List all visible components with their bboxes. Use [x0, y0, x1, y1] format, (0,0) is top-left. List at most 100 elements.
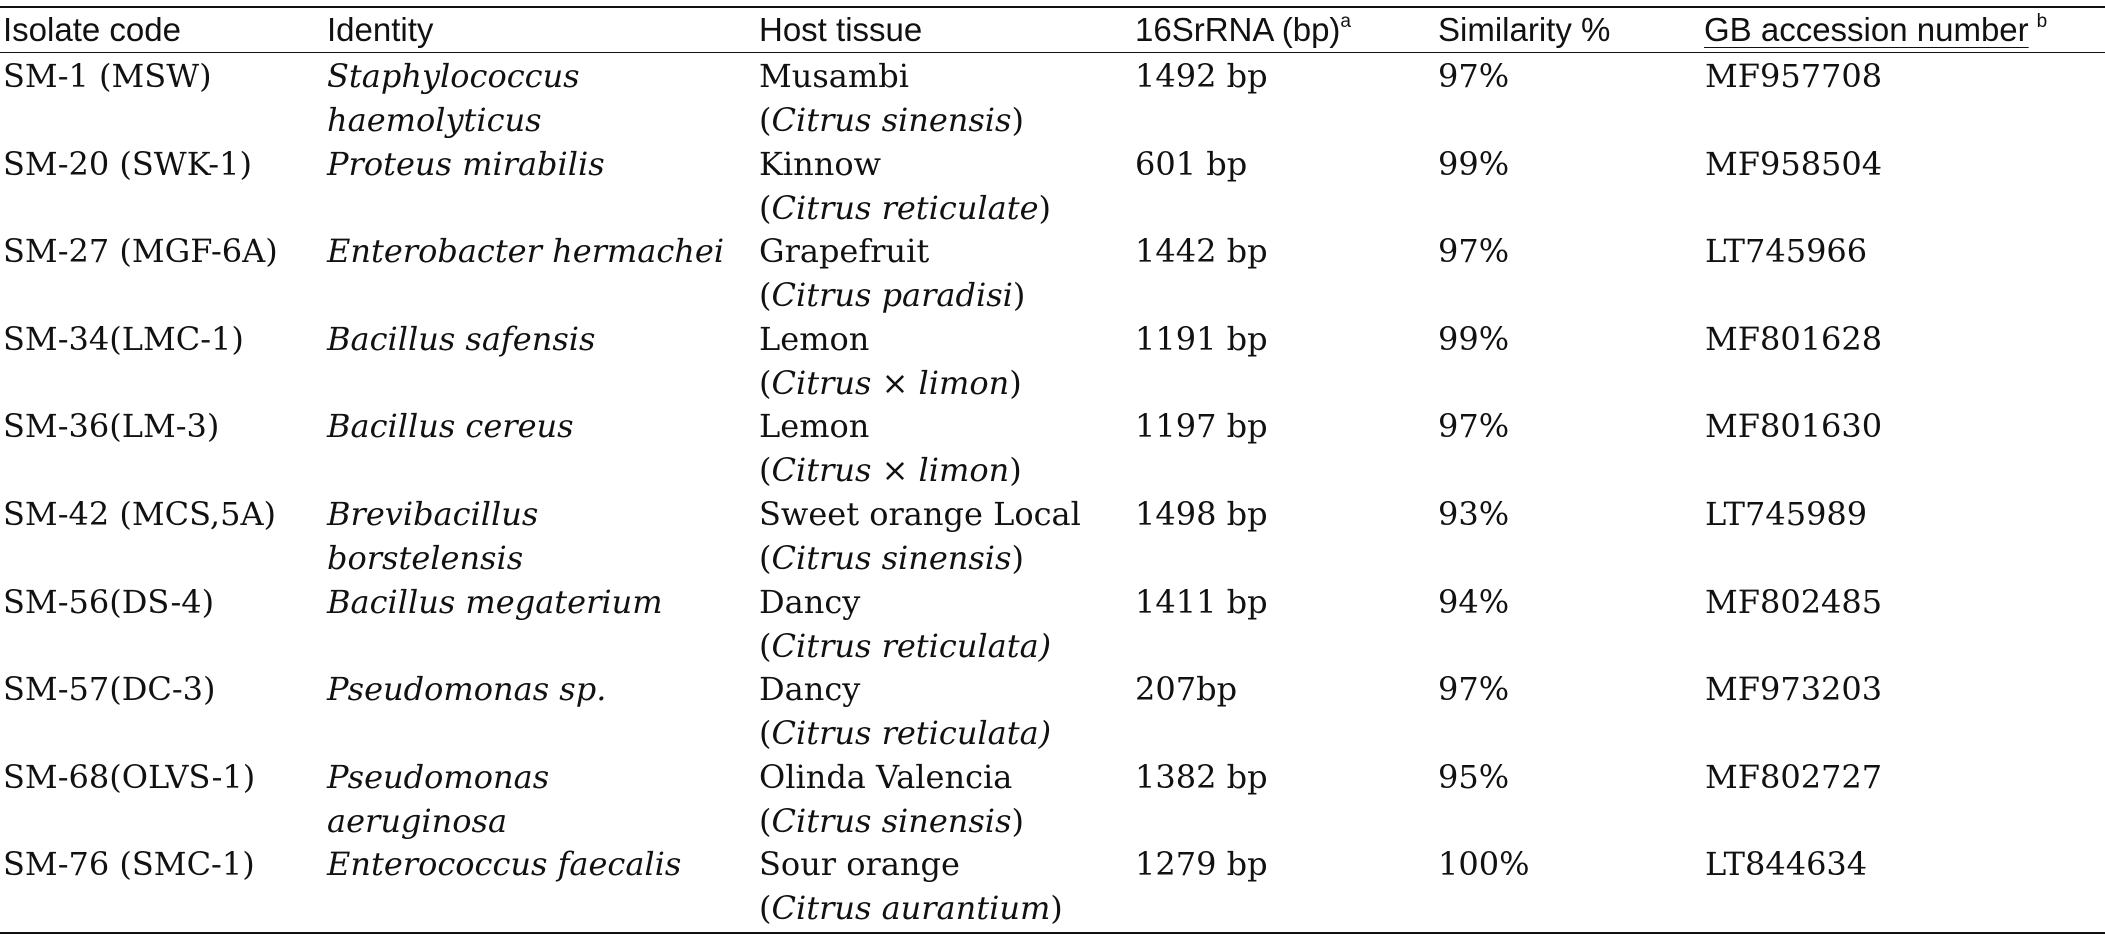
identity-line-1: Pseudomonas — [327, 757, 550, 796]
table-row: SM-68(OLVS-1) Pseudomonas aeruginosa Olinda… — [0, 755, 2105, 843]
host-tissue-line-2: (Citrus × limon) — [759, 363, 1022, 402]
header-16s-rrna: 16SrRNA (bp)a — [1135, 8, 1351, 52]
cell-isolate-code: SM-1 (MSW) — [3, 54, 212, 98]
cell-identity: Bacillus safensis — [327, 317, 595, 361]
cell-host-tissue: Grapefruit (Citrus paradisi) — [759, 229, 1025, 317]
cell-similarity: 97% — [1438, 54, 1509, 98]
cell-16s-rrna: 601 bp — [1135, 142, 1247, 186]
rrna-length-text: 1442 bp — [1135, 232, 1268, 271]
host-tissue-line-1: Grapefruit — [759, 232, 930, 271]
host-scientific-name: Citrus paradisi — [771, 276, 1013, 315]
table-row: SM-27 (MGF-6A) Enterobacter hermachei Grap… — [0, 229, 2105, 317]
identity-line-1: Staphylococcus — [327, 57, 580, 95]
identity-line-1: Bacillus cereus — [327, 407, 574, 446]
host-scientific-name: Citrus sinensis — [771, 539, 1012, 577]
cell-16s-rrna: 1411 bp — [1135, 580, 1268, 624]
header-rule — [0, 52, 2105, 53]
identity-line-1: Bacillus megaterium — [327, 582, 663, 621]
cell-identity: Enterobacter hermachei — [327, 229, 724, 273]
rrna-length-text: 1498 bp — [1135, 495, 1268, 533]
cell-gb-accession: LT844634 — [1705, 842, 1867, 886]
host-scientific-name: Citrus reticulata) — [771, 714, 1052, 753]
cell-similarity: 95% — [1438, 755, 1509, 799]
table-row: SM-1 (MSW) Staphylococcus haemolyticus Musa… — [0, 54, 2105, 142]
cell-16s-rrna: 1442 bp — [1135, 229, 1268, 273]
identity-line-1: Enterobacter hermachei — [327, 232, 725, 271]
host-scientific-name: Citrus × limon — [771, 363, 1010, 402]
cell-host-tissue: Lemon (Citrus × limon) — [759, 404, 1022, 492]
table-row: SM-20 (SWK-1) Proteus mirabilis Kinnow (Cit… — [0, 142, 2105, 230]
cell-similarity: 97% — [1438, 229, 1509, 273]
host-scientific-name: Citrus sinensis — [771, 801, 1012, 840]
cell-identity: Brevibacillus borstelensis — [327, 492, 538, 580]
cell-gb-accession: MF973203 — [1705, 667, 1882, 711]
cell-identity: Proteus mirabilis — [327, 142, 605, 186]
identity-line-2: aeruginosa — [327, 801, 508, 840]
cell-gb-accession: MF957708 — [1705, 54, 1882, 98]
cell-16s-rrna: 1492 bp — [1135, 54, 1268, 98]
cell-gb-accession: LT745966 — [1705, 229, 1867, 273]
similarity-text: 97% — [1438, 407, 1510, 446]
table-row: SM-56(DS-4) Bacillus megaterium Dancy (Citr… — [0, 580, 2105, 668]
cell-host-tissue: Lemon (Citrus × limon) — [759, 317, 1022, 405]
cell-identity: Pseudomonas sp. — [327, 667, 606, 711]
isolate-code-text: SM-36(LM-3) — [3, 407, 220, 446]
host-tissue-line-2: (Citrus reticulata) — [759, 626, 1052, 665]
host-tissue-line-1: Sweet orange Local — [759, 495, 1081, 533]
cell-isolate-code: SM-20 (SWK-1) — [3, 142, 252, 186]
gb-accession-text: MF802727 — [1705, 757, 1883, 796]
host-tissue-line-2: (Citrus aurantium) — [759, 889, 1063, 928]
header-isolate-code: Isolate code — [3, 11, 181, 48]
cell-similarity: 93% — [1438, 492, 1509, 536]
table-row: SM-76 (SMC-1) Enterococcus faecalis Sour o… — [0, 842, 2105, 930]
table-row: SM-34(LMC-1) Bacillus safensis Lemon (Citru… — [0, 317, 2105, 405]
cell-similarity: 99% — [1438, 317, 1509, 361]
host-tissue-line-2: (Citrus sinensis) — [759, 101, 1024, 139]
similarity-text: 95% — [1438, 757, 1510, 796]
similarity-text: 94% — [1438, 582, 1510, 621]
host-scientific-name: Citrus × limon — [771, 451, 1010, 490]
cell-identity: Pseudomonas aeruginosa — [327, 755, 549, 843]
cell-similarity: 97% — [1438, 404, 1509, 448]
cell-host-tissue: Sour orange (Citrus aurantium) — [759, 842, 1063, 930]
isolate-code-text: SM-57(DC-3) — [3, 670, 216, 709]
gb-accession-text: MF802485 — [1705, 582, 1883, 621]
host-scientific-name: Citrus sinensis — [771, 101, 1012, 139]
cell-gb-accession: MF802485 — [1705, 580, 1882, 624]
identity-line-2: haemolyticus — [327, 101, 542, 139]
host-scientific-name: Citrus aurantium — [771, 889, 1051, 928]
cell-isolate-code: SM-36(LM-3) — [3, 404, 219, 448]
header-16s-rrna-footnote: a — [1340, 11, 1351, 32]
cell-isolate-code: SM-68(OLVS-1) — [3, 755, 255, 799]
similarity-text: 99% — [1438, 319, 1510, 358]
host-tissue-line-2: (Citrus sinensis) — [759, 539, 1024, 577]
host-tissue-line-1: Sour orange — [759, 845, 960, 884]
cell-host-tissue: Kinnow (Citrus reticulate) — [759, 142, 1051, 230]
gb-accession-text: LT745989 — [1705, 495, 1868, 533]
host-tissue-line-1: Olinda Valencia — [759, 757, 1013, 796]
cell-identity: Bacillus cereus — [327, 404, 574, 448]
cell-host-tissue: Olinda Valencia (Citrus sinensis) — [759, 755, 1024, 843]
isolate-code-text: SM-1 (MSW) — [3, 57, 212, 95]
cell-isolate-code: SM-27 (MGF-6A) — [3, 229, 278, 273]
rrna-length-text: 1279 bp — [1135, 845, 1268, 884]
host-tissue-line-2: (Citrus × limon) — [759, 451, 1022, 490]
host-tissue-line-1: Dancy — [759, 670, 861, 709]
rrna-length-text: 1197 bp — [1135, 407, 1268, 446]
similarity-text: 97% — [1438, 232, 1510, 271]
identity-line-1: Bacillus safensis — [327, 319, 596, 358]
cell-isolate-code: SM-42 (MCS,5A) — [3, 492, 276, 536]
header-identity: Identity — [327, 11, 434, 48]
gb-accession-text: MF973203 — [1705, 670, 1883, 709]
cell-identity: Enterococcus faecalis — [327, 842, 681, 886]
cell-similarity: 100% — [1438, 842, 1529, 886]
table-row: SM-36(LM-3) Bacillus cereus Lemon (Citrus ×… — [0, 404, 2105, 492]
cell-isolate-code: SM-56(DS-4) — [3, 580, 214, 624]
rrna-length-text: 601 bp — [1135, 144, 1248, 183]
gb-accession-text: MF958504 — [1705, 144, 1883, 183]
table-top-rule — [0, 6, 2105, 8]
host-tissue-line-1: Lemon — [759, 319, 870, 358]
host-tissue-line-1: Dancy — [759, 582, 861, 621]
gb-accession-text: LT745966 — [1705, 232, 1868, 271]
gb-accession-text: LT844634 — [1705, 845, 1868, 884]
